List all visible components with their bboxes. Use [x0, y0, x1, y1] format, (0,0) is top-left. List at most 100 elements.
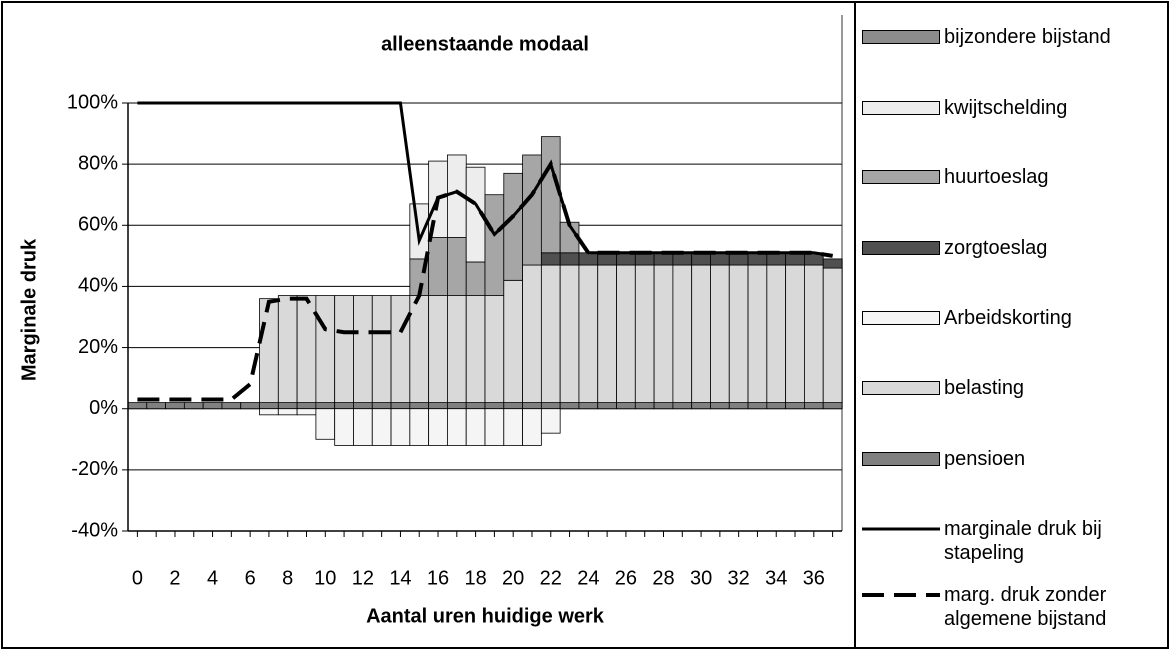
bar-segment	[822, 267, 843, 404]
legend-entry: belasting	[862, 376, 1167, 400]
bar-segment	[785, 264, 805, 403]
legend-swatch	[862, 101, 940, 115]
legend-swatch	[862, 452, 940, 466]
bar-segment	[447, 237, 467, 296]
bar-segment	[428, 295, 448, 404]
bar-segment	[540, 136, 561, 254]
chart-title: alleenstaande modaal	[381, 33, 589, 55]
bar-segment	[409, 295, 430, 404]
bar-segment	[315, 295, 336, 404]
bar-segment	[353, 408, 373, 446]
y-tick-label: 80%	[78, 152, 118, 174]
bar-segment	[277, 295, 298, 404]
bar-segment	[597, 402, 617, 410]
bar-segment	[409, 408, 430, 446]
x-tick-label: 24	[577, 567, 599, 589]
bar-segment	[578, 402, 599, 410]
bar-segment	[390, 402, 411, 410]
bar-segment	[484, 408, 505, 446]
bar-segment	[728, 402, 749, 410]
legend-label: marginale druk bij stapeling	[944, 518, 1102, 564]
legend-swatch	[862, 381, 940, 395]
x-tick-label: 32	[728, 567, 750, 589]
bar-segment	[259, 402, 279, 410]
legend-entry: bijzondere bijstand	[862, 25, 1167, 49]
bar-segment	[822, 402, 843, 410]
bar-segment	[465, 408, 486, 446]
bar-segment	[484, 402, 505, 410]
bar-segment	[183, 402, 204, 410]
bar-segment	[165, 402, 185, 410]
bar-segment	[653, 264, 674, 403]
bar-segment	[522, 264, 542, 403]
legend-swatch	[862, 241, 940, 255]
bar-segment	[710, 402, 730, 410]
x-tick-label: 10	[314, 567, 336, 589]
x-tick-label: 6	[245, 567, 256, 589]
bar-segment	[221, 402, 242, 410]
legend-swatch	[862, 170, 940, 184]
y-tick-label: 40%	[78, 275, 118, 297]
bar-segment	[277, 408, 298, 416]
bar-segment	[578, 252, 599, 266]
bar-segment	[315, 402, 336, 410]
x-tick-label: 8	[282, 567, 293, 589]
legend-entry: zorgtoeslag	[862, 236, 1167, 260]
bar-segment	[390, 408, 411, 446]
bar-segment	[240, 402, 260, 410]
x-tick-label: 30	[690, 567, 712, 589]
x-tick-label: 22	[540, 567, 562, 589]
legend-label: kwijtschelding	[944, 97, 1068, 119]
bar-segment	[522, 402, 542, 410]
bar-segment	[522, 408, 542, 446]
bar-segment	[296, 408, 317, 416]
bar-segment	[616, 264, 636, 403]
bar-segment	[465, 295, 486, 404]
bar-segment	[540, 252, 561, 266]
x-tick-label: 0	[132, 567, 143, 589]
bar-segment	[540, 402, 561, 410]
bar-segment	[559, 264, 580, 403]
legend-swatch	[862, 527, 940, 531]
bar-segment	[559, 402, 580, 410]
bar-segment	[691, 402, 711, 410]
bar-segment	[353, 402, 373, 410]
bar-segment	[428, 402, 448, 410]
bar-segment	[634, 264, 655, 403]
y-tick-label: -20%	[71, 458, 118, 480]
x-tick-label: 34	[765, 567, 787, 589]
y-tick-label: 60%	[78, 214, 118, 236]
bar-segment	[503, 402, 523, 410]
bar-segment	[202, 402, 223, 410]
bar-segment	[597, 264, 617, 403]
bar-segment	[728, 264, 749, 403]
bar-segment	[447, 295, 467, 404]
legend-label: marg. druk zonder algemene bijstand	[944, 584, 1107, 630]
bar-segment	[277, 402, 298, 410]
x-tick-label: 18	[464, 567, 486, 589]
legend-label: bijzondere bijstand	[944, 26, 1111, 48]
bar-segment	[766, 264, 787, 403]
bar-segment	[127, 402, 148, 410]
legend-entry: marg. druk zonder algemene bijstand	[862, 583, 1167, 631]
legend-entry: marginale druk bij stapeling	[862, 517, 1167, 565]
bar-segment	[522, 154, 542, 266]
legend-swatch	[862, 30, 940, 44]
line-series	[137, 159, 833, 402]
bar-segment	[484, 295, 505, 404]
y-tick-label: -40%	[71, 519, 118, 541]
x-tick-label: 2	[169, 567, 180, 589]
bar-segment	[259, 298, 279, 403]
bar-segment	[634, 402, 655, 410]
bar-segment	[540, 408, 561, 434]
y-tick-label: 0%	[89, 397, 118, 419]
y-tick-label: 20%	[78, 336, 118, 358]
bar-segment	[296, 402, 317, 410]
legend-swatch	[862, 311, 940, 325]
bar-segment	[296, 295, 317, 404]
bar-segment	[390, 295, 411, 404]
y-tick-label: 100%	[67, 91, 118, 113]
bar-segment	[804, 402, 824, 410]
